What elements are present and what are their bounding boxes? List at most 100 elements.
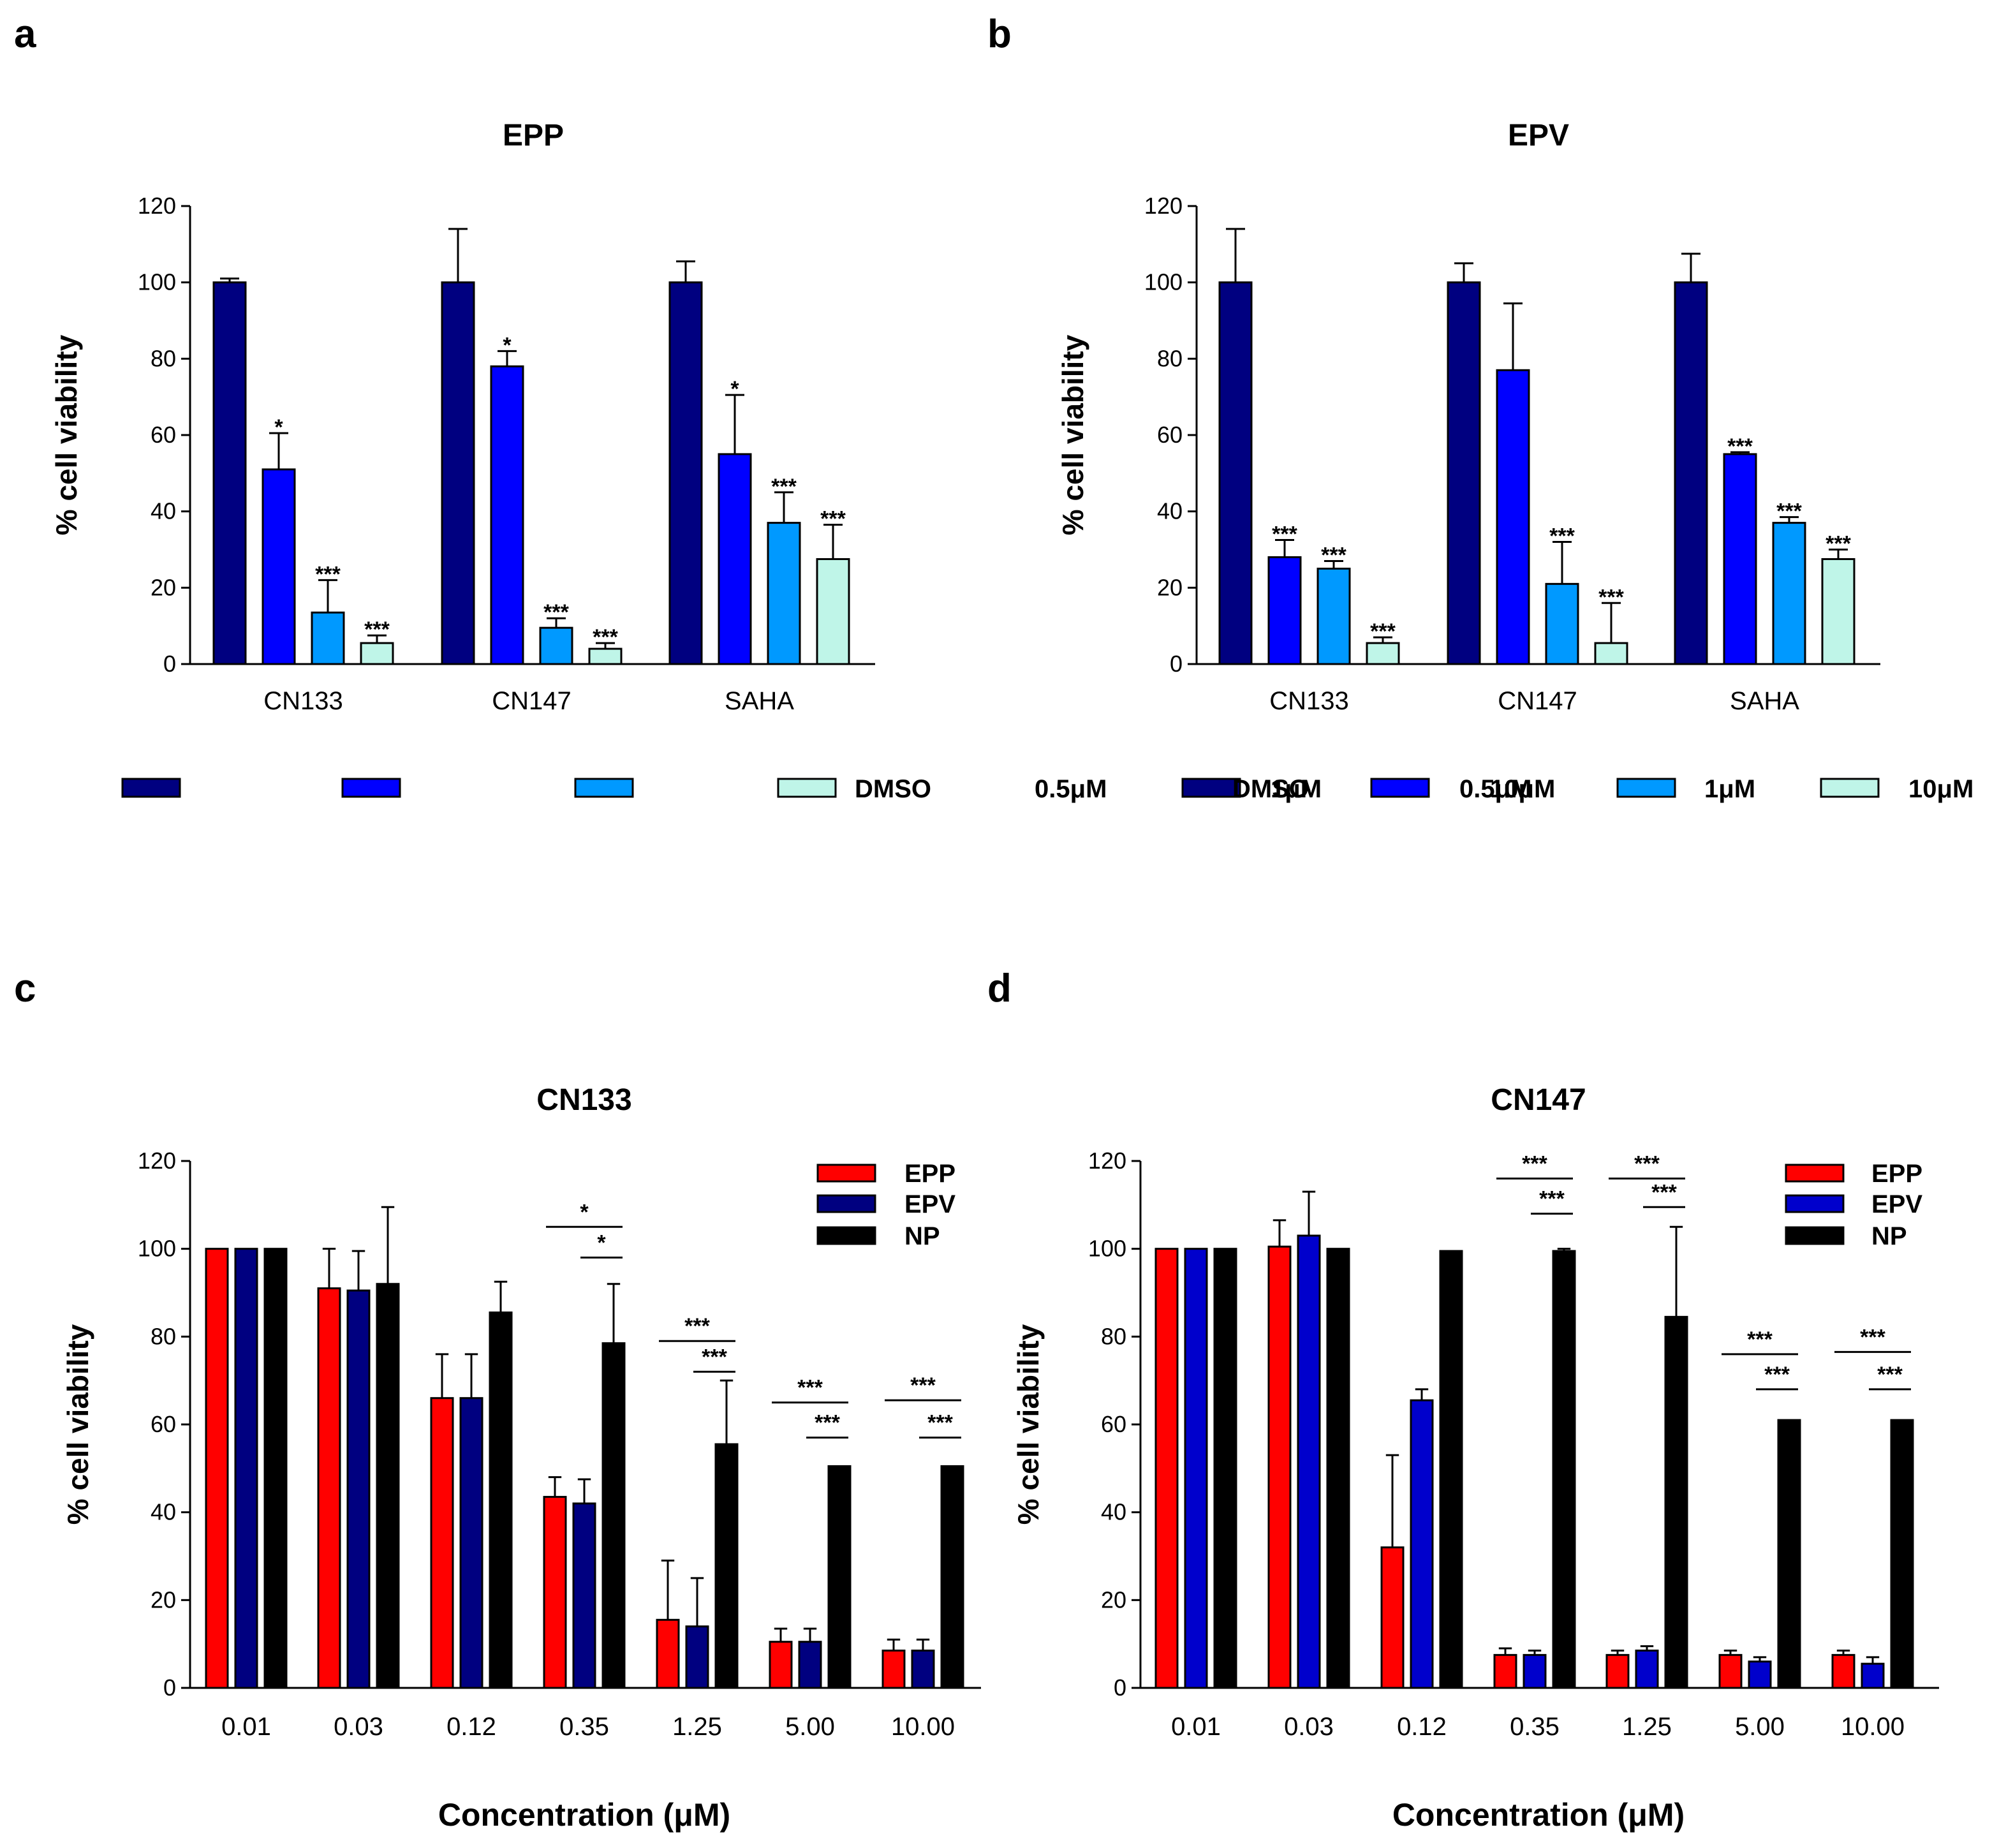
y-tick-label: 100 bbox=[138, 269, 176, 295]
legend-label: DMSO bbox=[855, 775, 931, 803]
significance-marker: * bbox=[274, 415, 283, 440]
legend-label: 10μM bbox=[1908, 775, 1973, 803]
y-tick-label: 60 bbox=[151, 1411, 176, 1437]
legend-swatch bbox=[121, 778, 181, 798]
significance-marker: *** bbox=[315, 562, 341, 586]
bar bbox=[685, 1625, 709, 1689]
bar bbox=[798, 1641, 822, 1689]
bar bbox=[263, 1248, 288, 1689]
y-tick-label: 20 bbox=[1157, 574, 1183, 600]
bar bbox=[1890, 1419, 1914, 1689]
bar bbox=[1861, 1662, 1885, 1689]
legend-label: NP bbox=[904, 1222, 940, 1250]
bar bbox=[317, 1287, 341, 1689]
panel-b: b EPV % cell viability 0 20 40 60 80 100 120 *** **… bbox=[987, 12, 1973, 803]
comparison-marker-lower: *** bbox=[927, 1411, 953, 1435]
bar bbox=[1772, 522, 1806, 665]
comparison-marker-lower: *** bbox=[702, 1345, 727, 1369]
legend-swatch bbox=[1616, 778, 1676, 798]
bar bbox=[1326, 1248, 1350, 1689]
bar bbox=[1447, 281, 1481, 665]
y-tick-label: 120 bbox=[138, 193, 176, 219]
bar bbox=[940, 1465, 964, 1689]
bar bbox=[489, 1311, 513, 1689]
bar bbox=[572, 1502, 596, 1689]
bar bbox=[668, 281, 703, 665]
panel-d: d CN147 % cell viability 0 20 40 60 80 100 120 0.0… bbox=[987, 966, 1939, 1833]
x-tick-label: SAHA bbox=[1730, 687, 1799, 715]
bar bbox=[1777, 1419, 1801, 1689]
bar bbox=[1523, 1653, 1547, 1689]
bar bbox=[1380, 1546, 1405, 1689]
y-tick-label: 40 bbox=[151, 498, 176, 524]
comparison-marker-lower: *** bbox=[1651, 1180, 1677, 1204]
significance-marker: *** bbox=[1321, 543, 1346, 567]
significance-marker: *** bbox=[1727, 434, 1753, 459]
comparison-marker-lower: * bbox=[597, 1231, 606, 1255]
legend-swatch bbox=[1785, 1194, 1845, 1213]
bar bbox=[1831, 1653, 1855, 1689]
bar bbox=[360, 642, 394, 665]
significance-marker: *** bbox=[1826, 532, 1851, 556]
comparison-marker-lower: *** bbox=[1539, 1187, 1565, 1211]
legend-swatch bbox=[816, 1226, 876, 1245]
significance-marker: *** bbox=[1598, 585, 1624, 609]
bar bbox=[1184, 1248, 1208, 1689]
y-axis-label: % cell viability bbox=[1012, 1324, 1045, 1525]
bar bbox=[1552, 1250, 1576, 1689]
bar bbox=[1297, 1234, 1321, 1689]
y-tick-label: 120 bbox=[1088, 1148, 1126, 1174]
legend-swatch bbox=[816, 1194, 876, 1213]
legend-swatch bbox=[816, 1164, 876, 1183]
legend-label: EPV bbox=[904, 1190, 955, 1218]
comparison-marker-lower: *** bbox=[1764, 1363, 1790, 1387]
y-tick-label: 0 bbox=[163, 1674, 176, 1701]
bar bbox=[714, 1443, 739, 1689]
legend-label: 0.5μM bbox=[1459, 775, 1531, 803]
bar bbox=[430, 1397, 454, 1689]
bar bbox=[1605, 1653, 1630, 1689]
bar bbox=[490, 365, 524, 665]
bar bbox=[1267, 1245, 1292, 1689]
legend-label: 1μM bbox=[1271, 775, 1322, 803]
bar bbox=[376, 1283, 400, 1689]
comparison-marker-upper: *** bbox=[1860, 1325, 1885, 1349]
legend-label: EPV bbox=[1871, 1190, 1922, 1218]
chart-title: CN133 bbox=[536, 1083, 631, 1117]
bar bbox=[311, 611, 345, 665]
comparison-marker-lower: *** bbox=[815, 1411, 840, 1435]
legend-swatch bbox=[341, 778, 401, 798]
panel-letter: d bbox=[987, 966, 1012, 1010]
legend-label: DMSO bbox=[1232, 775, 1309, 803]
panel-letter: c bbox=[14, 966, 36, 1010]
significance-marker: * bbox=[730, 377, 739, 401]
y-axis-label: % cell viability bbox=[50, 334, 83, 535]
x-axis-label: Concentration (μM) bbox=[438, 1797, 730, 1833]
bar bbox=[539, 626, 573, 665]
bar bbox=[1410, 1399, 1434, 1689]
comparison-marker-upper: *** bbox=[1747, 1327, 1773, 1352]
bar bbox=[881, 1649, 906, 1689]
panel-letter: a bbox=[14, 12, 36, 56]
x-tick-label: 0.03 bbox=[334, 1713, 383, 1741]
y-axis-label: % cell viability bbox=[1056, 334, 1089, 535]
bar bbox=[1496, 369, 1530, 665]
comparison-marker-upper: *** bbox=[797, 1376, 823, 1400]
bar bbox=[234, 1248, 258, 1689]
bar bbox=[588, 647, 623, 665]
y-tick-label: 120 bbox=[138, 1148, 176, 1174]
significance-marker: *** bbox=[1549, 524, 1575, 549]
chart-title: EPP bbox=[503, 119, 564, 152]
legend-swatch bbox=[1370, 778, 1430, 798]
y-tick-label: 40 bbox=[1157, 498, 1183, 524]
legend-swatch bbox=[574, 778, 634, 798]
x-tick-label: 5.00 bbox=[1735, 1713, 1785, 1741]
bar bbox=[212, 281, 247, 665]
y-tick-label: 100 bbox=[1144, 269, 1183, 295]
x-tick-label: CN133 bbox=[263, 687, 343, 715]
bar bbox=[262, 468, 296, 665]
x-tick-label: 0.01 bbox=[221, 1713, 271, 1741]
x-tick-label: 0.35 bbox=[1510, 1713, 1560, 1741]
bar bbox=[1748, 1660, 1772, 1689]
